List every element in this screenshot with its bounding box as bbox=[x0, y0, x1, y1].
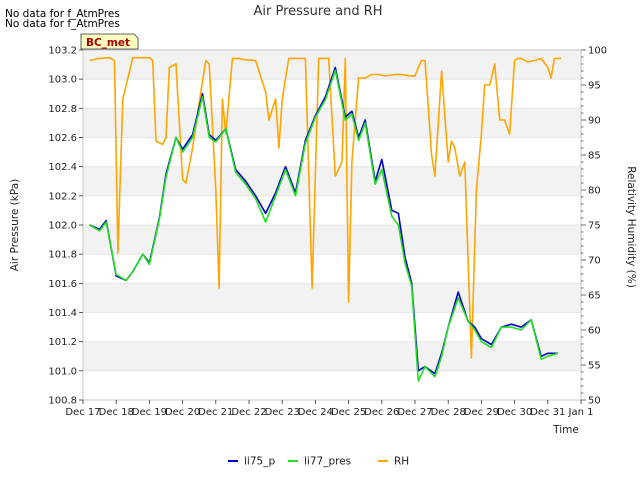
site-badge-box bbox=[80, 33, 139, 50]
y-axis-label: Air Pressure (kPa) bbox=[9, 179, 21, 272]
grid-band bbox=[83, 283, 581, 313]
y2-tick-label: 60 bbox=[588, 326, 601, 337]
no-data-note-1: No data for f_AtmPres bbox=[5, 8, 120, 20]
x-tick-label: Dec 18 bbox=[99, 407, 134, 418]
x-tick-label: Dec 21 bbox=[198, 407, 233, 418]
y-tick-label: 102.6 bbox=[48, 133, 77, 144]
y-tick-label: 102.4 bbox=[48, 162, 77, 173]
y-tick-label: 101.8 bbox=[48, 250, 77, 261]
x-axis-label: Time bbox=[552, 424, 579, 436]
y2-axis-label: Relativity Humidity (%) bbox=[625, 166, 637, 288]
axes-layer: 100.8 101.0 101.2 101.4 101.6 101.8 102.0 102.2… bbox=[48, 46, 607, 419]
x-tick-label: Dec 24 bbox=[298, 407, 333, 418]
y2-tick-label: 80 bbox=[588, 186, 601, 197]
y-tick-label: 101.4 bbox=[48, 308, 77, 319]
x-tick-label: Dec 29 bbox=[464, 407, 499, 418]
x-tick-label: Dec 20 bbox=[165, 407, 200, 418]
x-tick-label: Dec 28 bbox=[431, 407, 466, 418]
grid-band bbox=[83, 312, 581, 342]
x-tick-label: Dec 27 bbox=[397, 407, 432, 418]
x-tick-label: Dec 30 bbox=[497, 407, 532, 418]
y2-tick-label: 50 bbox=[588, 396, 601, 407]
x-tick-label: Dec 31 bbox=[530, 407, 565, 418]
legend-label: li75_p bbox=[244, 456, 275, 468]
y2-tick-label: 65 bbox=[588, 291, 601, 302]
x-tick-label: Dec 25 bbox=[331, 407, 366, 418]
x-tick-label: Dec 23 bbox=[265, 407, 300, 418]
legend: li75_p li77_pres RH bbox=[228, 456, 409, 468]
y-tick-label: 102.8 bbox=[48, 104, 77, 115]
y-tick-label: 101.6 bbox=[48, 279, 77, 290]
y2-tick-label: 100 bbox=[588, 46, 607, 57]
y-tick-label: 101.2 bbox=[48, 337, 77, 348]
site-badge-label: BC_met bbox=[86, 37, 130, 49]
y2-tick-label: 55 bbox=[588, 361, 601, 372]
grid-band bbox=[83, 166, 581, 196]
grid-band bbox=[83, 254, 581, 284]
y-tick-label: 103.2 bbox=[48, 46, 77, 57]
y2-tick-label: 90 bbox=[588, 116, 601, 127]
y-tick-label: 103.0 bbox=[48, 75, 77, 86]
x-tick-label: Jan 1 bbox=[568, 407, 594, 418]
y2-tick-label: 85 bbox=[588, 151, 601, 162]
grid-band bbox=[83, 195, 581, 225]
series-line-RH bbox=[89, 56, 562, 359]
y-tick-label: 100.8 bbox=[48, 396, 77, 407]
y-tick-label: 102.2 bbox=[48, 191, 77, 202]
y-tick-label: 101.0 bbox=[48, 366, 77, 377]
grid-band bbox=[83, 50, 581, 80]
legend-label: RH bbox=[394, 456, 409, 468]
x-tick-label: Dec 26 bbox=[364, 407, 399, 418]
grid-band bbox=[83, 341, 581, 371]
y2-tick-label: 95 bbox=[588, 81, 601, 92]
chart-title: Air Pressure and RH bbox=[253, 4, 382, 19]
grid-band bbox=[83, 370, 581, 400]
y2-tick-label: 70 bbox=[588, 256, 601, 267]
grid-band bbox=[83, 225, 581, 255]
series-layer bbox=[89, 56, 562, 382]
legend-label: li77_pres bbox=[304, 456, 351, 468]
series-line-li77-pres bbox=[89, 69, 559, 382]
x-tick-label: Dec 19 bbox=[132, 407, 167, 418]
y2-tick-label: 75 bbox=[588, 221, 601, 232]
y-tick-label: 102.0 bbox=[48, 221, 77, 232]
site-badge: BC_met bbox=[80, 33, 139, 50]
no-data-note-2: No data for f_AtmPres bbox=[5, 18, 120, 30]
x-tick-label: Dec 22 bbox=[231, 407, 266, 418]
grid-band bbox=[83, 137, 581, 167]
x-tick-label: Dec 17 bbox=[65, 407, 100, 418]
